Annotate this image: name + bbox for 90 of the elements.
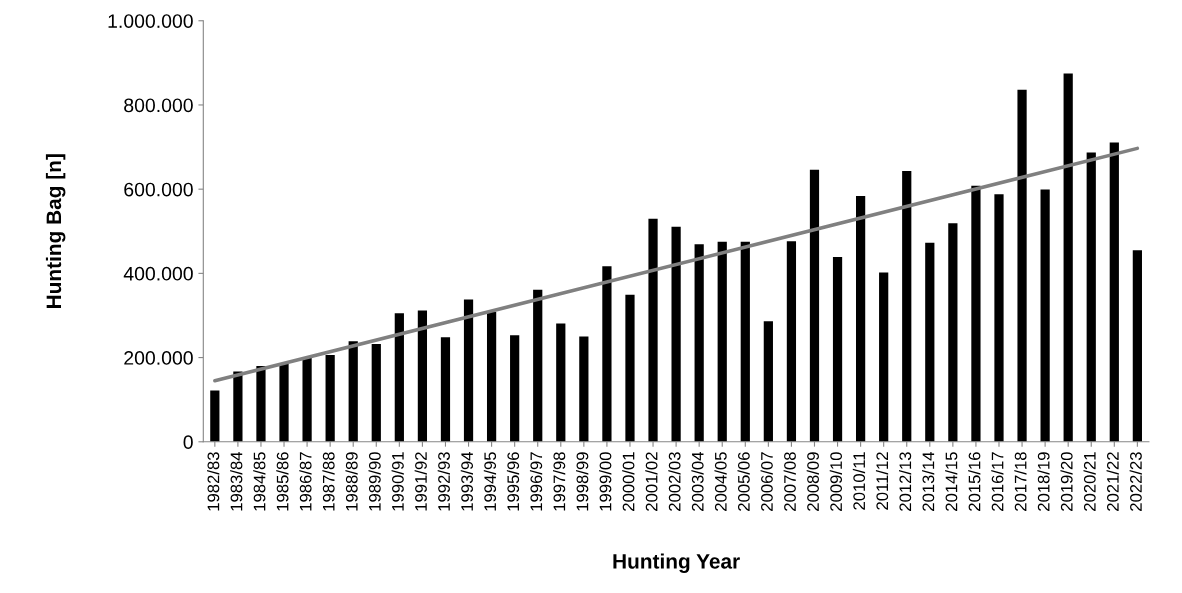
x-tick-label: 2001/02 <box>645 452 658 511</box>
x-tick-label: 2003/04 <box>691 451 704 511</box>
bar <box>625 294 635 442</box>
bar <box>256 366 266 442</box>
x-tick-label: 1995/96 <box>506 452 520 511</box>
x-tick-label: 1991/92 <box>414 452 427 511</box>
bar <box>763 321 773 442</box>
x-tick-label: 1984/85 <box>253 452 266 511</box>
bar <box>371 344 381 442</box>
y-tick-label: 0 <box>183 435 193 450</box>
x-tick-label: 2021/22 <box>1106 452 1119 511</box>
bar <box>325 355 335 442</box>
bar <box>417 310 428 442</box>
bar <box>1086 152 1096 442</box>
bar <box>879 272 889 442</box>
x-tick-label: 2016/17 <box>991 452 1004 511</box>
x-tick-label: 2008/09 <box>806 452 819 511</box>
bar <box>1040 189 1050 442</box>
bar <box>533 289 543 442</box>
bar <box>925 242 935 442</box>
x-tick-label: 2022/23 <box>1129 452 1142 511</box>
x-tick-label: 2018/19 <box>1037 452 1050 511</box>
bar <box>510 335 520 442</box>
bar <box>348 341 358 442</box>
y-tick-label: 200.000 <box>124 351 193 365</box>
bar <box>394 313 404 442</box>
bar <box>832 256 843 442</box>
x-tick-label: 1982/83 <box>207 452 220 511</box>
bar <box>463 299 474 442</box>
bar <box>440 337 451 442</box>
x-tick-label: 1994/95 <box>483 452 497 511</box>
bar <box>1109 142 1119 442</box>
x-tick-label: 1997/98 <box>553 452 566 511</box>
x-tick-label: 1992/93 <box>437 452 450 511</box>
bar <box>1132 250 1142 442</box>
x-tick-label: 2002/03 <box>668 452 681 511</box>
x-tick-label: 1983/84 <box>230 451 243 511</box>
y-tick-label: 800.000 <box>124 98 193 113</box>
x-tick-label: 2007/08 <box>783 452 796 511</box>
bar <box>809 169 820 442</box>
bar <box>302 357 312 442</box>
bar <box>994 194 1004 442</box>
x-tick-label: 1989/90 <box>368 452 381 511</box>
bar <box>579 336 589 442</box>
x-tick-label: 1988/89 <box>345 452 358 511</box>
x-axis-title: Hunting Year <box>613 553 740 573</box>
x-tick-label: 2006/07 <box>760 452 773 511</box>
x-tick-label: 2000/01 <box>622 452 635 511</box>
bar <box>694 244 704 442</box>
x-tick-label: 1999/00 <box>599 452 612 511</box>
x-tick-label: 2020/21 <box>1083 452 1096 511</box>
bar <box>948 223 958 442</box>
bar <box>1017 89 1027 442</box>
bar <box>210 390 220 442</box>
bar <box>556 323 566 442</box>
y-tick-label: 400.000 <box>123 266 193 281</box>
bar <box>856 195 866 442</box>
bar <box>602 266 612 442</box>
y-tick-label: 1.000.000 <box>108 14 193 28</box>
x-tick-label: 2005/06 <box>737 452 750 511</box>
x-tick-label: 1987/88 <box>322 452 335 511</box>
y-axis-title: Hunting Bag [n] <box>45 154 66 308</box>
x-tick-label: 2011/12 <box>875 452 889 510</box>
x-tick-label: 2015/16 <box>968 452 981 511</box>
bar <box>233 371 243 442</box>
bar <box>279 363 289 442</box>
x-tick-label: 2014/15 <box>945 452 958 511</box>
x-tick-label: 2012/13 <box>898 452 912 511</box>
x-tick-label: 1998/99 <box>576 452 589 511</box>
bar <box>971 185 981 442</box>
x-tick-label: 1985/86 <box>276 452 289 511</box>
x-tick-label: 1993/94 <box>460 451 474 511</box>
bar <box>1063 73 1073 442</box>
x-tick-label: 2009/10 <box>829 452 843 511</box>
x-tick-label: 2019/20 <box>1060 452 1073 511</box>
x-tick-label: 1986/87 <box>299 452 312 511</box>
bar <box>486 312 497 442</box>
x-tick-label: 2013/14 <box>922 451 935 511</box>
bar <box>671 226 681 442</box>
x-tick-label: 2004/05 <box>714 452 727 511</box>
y-tick-label: 600.000 <box>124 182 193 197</box>
x-tick-label: 1996/97 <box>529 452 543 511</box>
bar <box>717 241 727 442</box>
bar <box>902 171 912 442</box>
x-tick-label: 2017/18 <box>1014 452 1027 511</box>
bar <box>648 218 658 442</box>
x-tick-label: 2010/11 <box>852 452 866 510</box>
x-tick-label: 1990/91 <box>391 452 404 511</box>
bar <box>786 241 797 442</box>
bar <box>740 241 750 442</box>
